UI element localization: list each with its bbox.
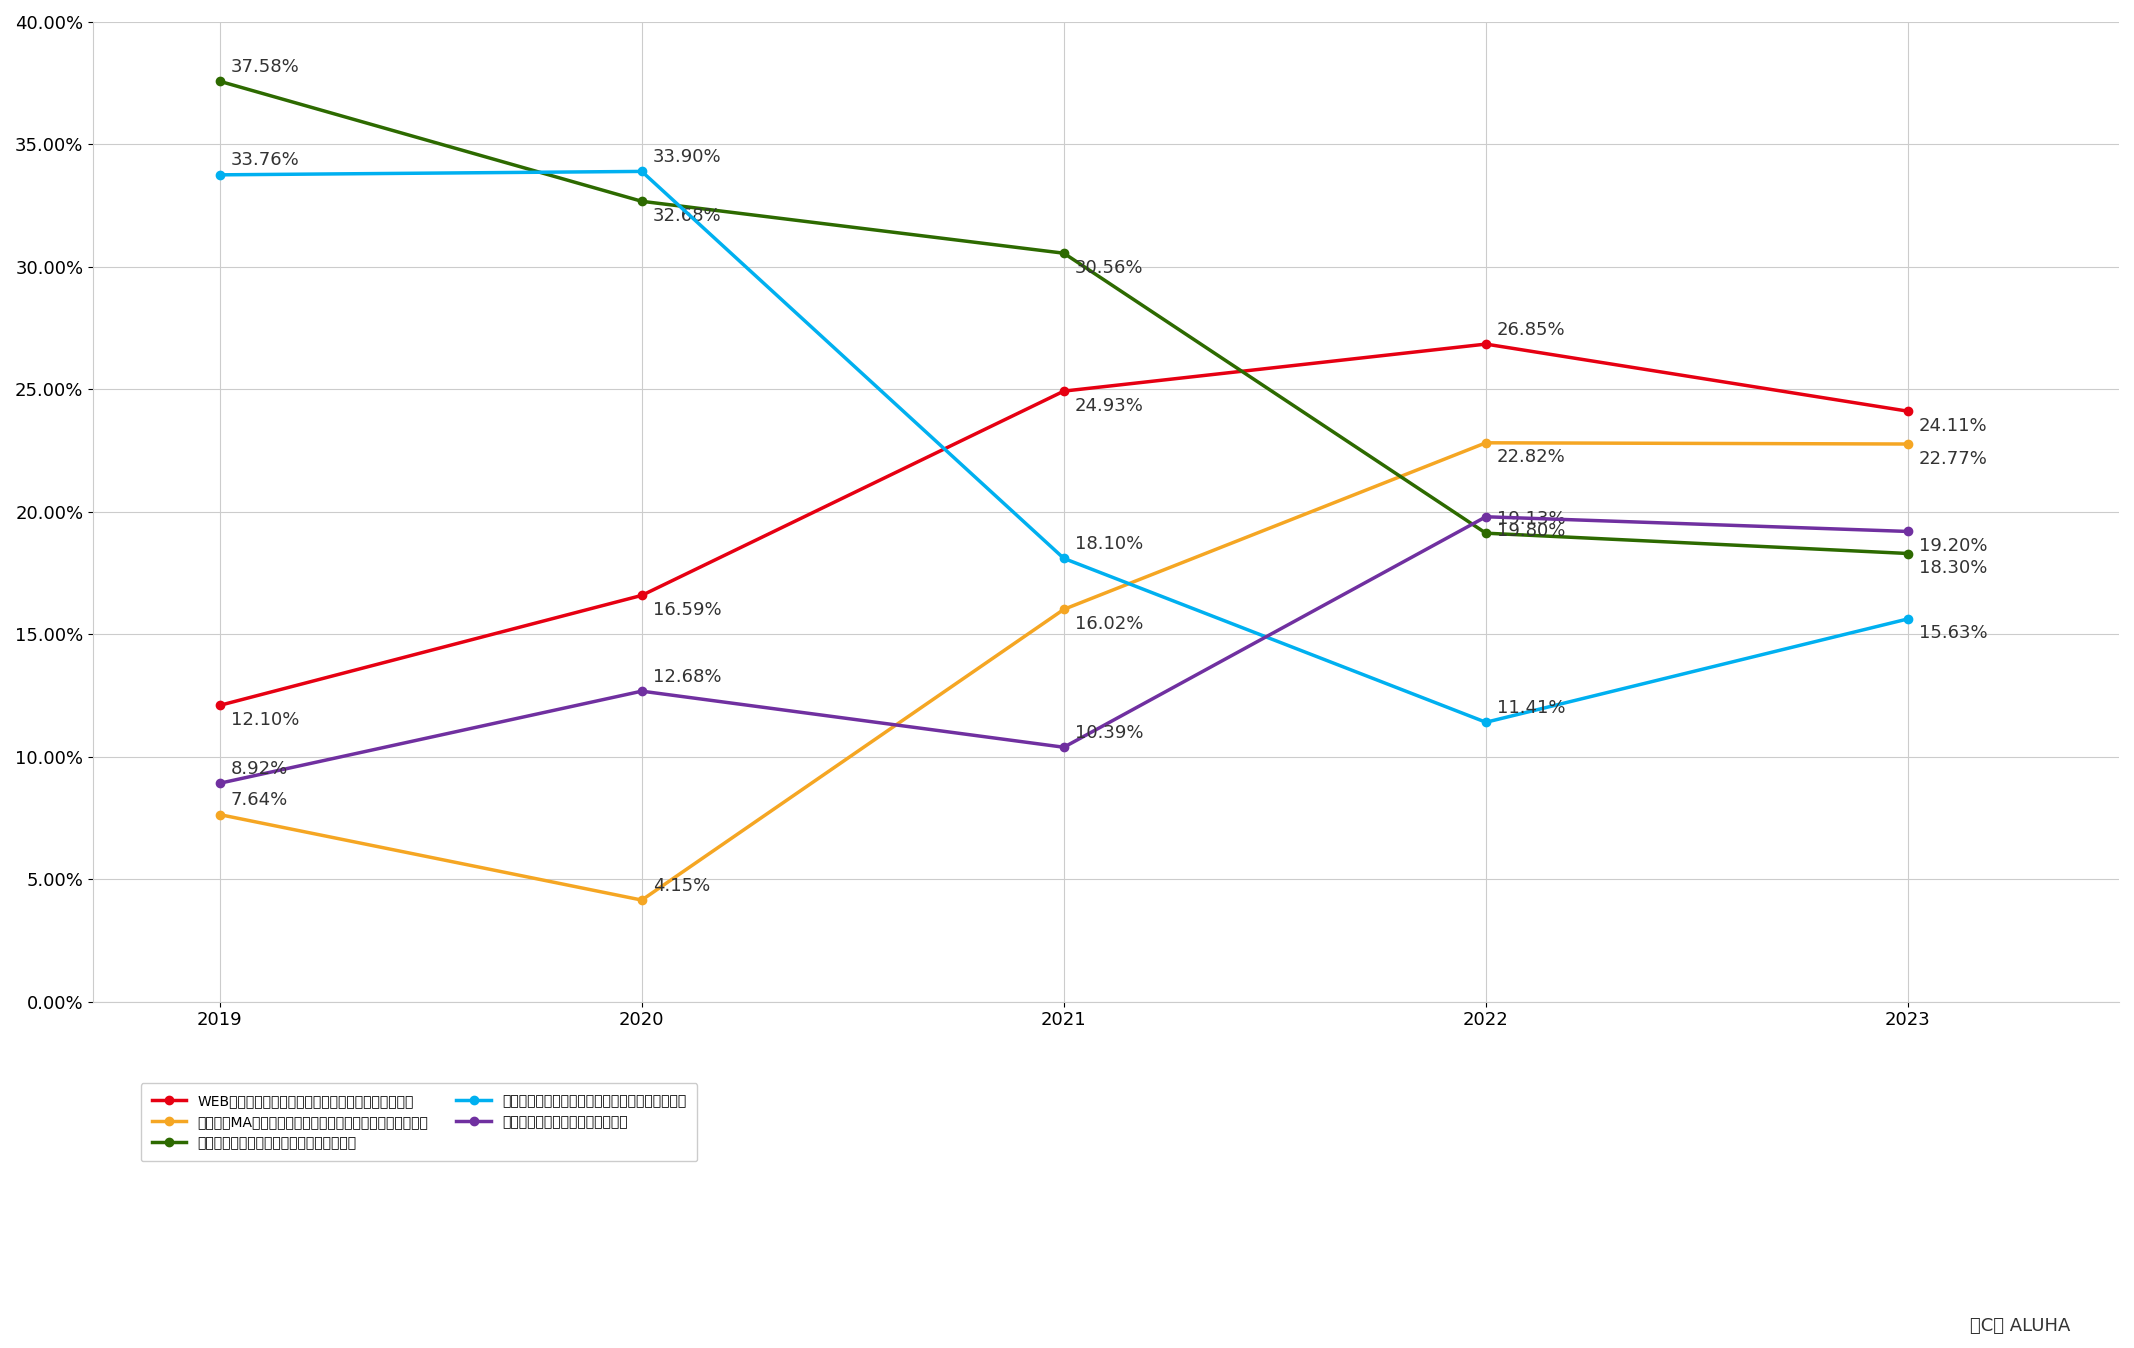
Text: 16.59%: 16.59% xyxy=(653,601,721,619)
Text: 18.30%: 18.30% xyxy=(1918,559,1987,577)
デジタル活用の有効性を調査・検討したい xyxy=(630,193,655,209)
Text: 22.82%: 22.82% xyxy=(1498,449,1566,466)
デジタル活用の有効性を調査・検討したい xyxy=(207,73,233,89)
Legend: WEBサイトでのリードジェネレーションを強化したい, メール（MAなど）でのリードナーチャリングを強化したい, デジタル活用の有効性を調査・検討したい, デジタ: WEBサイトでのリードジェネレーションを強化したい, メール（MAなど）でのリー… xyxy=(141,1084,698,1162)
WEBサイトでのリードジェネレーションを強化したい xyxy=(1472,336,1498,352)
デジタル活用に興味ある程度で何もきめていない xyxy=(1052,550,1078,566)
メール（MAなど）でのリードナーチャリングを強化したい xyxy=(630,892,655,909)
メール（MAなど）でのリードナーチャリングを強化したい xyxy=(1472,434,1498,450)
Text: 19.20%: 19.20% xyxy=(1918,537,1987,555)
デジタル活用はするつもりはない xyxy=(1895,523,1921,539)
Text: 10.39%: 10.39% xyxy=(1076,724,1144,741)
Line: デジタル活用はするつもりはない: デジタル活用はするつもりはない xyxy=(216,512,1912,787)
Line: WEBサイトでのリードジェネレーションを強化したい: WEBサイトでのリードジェネレーションを強化したい xyxy=(216,340,1912,709)
Text: 24.11%: 24.11% xyxy=(1918,417,1987,435)
Text: 33.76%: 33.76% xyxy=(230,151,299,170)
デジタル活用に興味ある程度で何もきめていない xyxy=(630,163,655,179)
Text: 32.68%: 32.68% xyxy=(653,206,721,225)
Text: 22.77%: 22.77% xyxy=(1918,450,1989,468)
Line: デジタル活用の有効性を調査・検討したい: デジタル活用の有効性を調査・検討したい xyxy=(216,77,1912,558)
Text: 18.10%: 18.10% xyxy=(1076,535,1144,553)
WEBサイトでのリードジェネレーションを強化したい xyxy=(207,697,233,713)
デジタル活用はするつもりはない xyxy=(630,683,655,700)
デジタル活用はするつもりはない xyxy=(207,775,233,791)
Text: 19.80%: 19.80% xyxy=(1498,522,1566,541)
メール（MAなど）でのリードナーチャリングを強化したい xyxy=(207,806,233,822)
Text: 30.56%: 30.56% xyxy=(1076,259,1144,276)
Text: 8.92%: 8.92% xyxy=(230,760,288,778)
Text: 15.63%: 15.63% xyxy=(1918,624,1987,643)
デジタル活用に興味ある程度で何もきめていない xyxy=(1895,611,1921,627)
Text: 7.64%: 7.64% xyxy=(230,791,288,809)
デジタル活用に興味ある程度で何もきめていない xyxy=(207,167,233,183)
デジタル活用の有効性を調査・検討したい xyxy=(1052,245,1078,262)
Text: 11.41%: 11.41% xyxy=(1498,698,1566,717)
Text: 26.85%: 26.85% xyxy=(1498,321,1566,338)
Line: メール（MAなど）でのリードナーチャリングを強化したい: メール（MAなど）でのリードナーチャリングを強化したい xyxy=(216,438,1912,905)
Text: 16.02%: 16.02% xyxy=(1076,615,1144,634)
デジタル活用はするつもりはない xyxy=(1052,739,1078,755)
Text: 12.10%: 12.10% xyxy=(230,710,299,729)
Text: 19.13%: 19.13% xyxy=(1498,510,1566,527)
デジタル活用はするつもりはない xyxy=(1472,508,1498,524)
Text: 24.93%: 24.93% xyxy=(1076,396,1144,415)
デジタル活用の有効性を調査・検討したい xyxy=(1895,546,1921,562)
デジタル活用の有効性を調査・検討したい xyxy=(1472,526,1498,542)
メール（MAなど）でのリードナーチャリングを強化したい xyxy=(1052,601,1078,617)
WEBサイトでのリードジェネレーションを強化したい xyxy=(1895,403,1921,419)
Text: （C） ALUHA: （C） ALUHA xyxy=(1970,1317,2070,1335)
Text: 37.58%: 37.58% xyxy=(230,58,299,75)
メール（MAなど）でのリードナーチャリングを強化したい xyxy=(1895,435,1921,452)
デジタル活用に興味ある程度で何もきめていない xyxy=(1472,714,1498,731)
Line: デジタル活用に興味ある程度で何もきめていない: デジタル活用に興味ある程度で何もきめていない xyxy=(216,167,1912,727)
WEBサイトでのリードジェネレーションを強化したい xyxy=(1052,383,1078,399)
Text: 12.68%: 12.68% xyxy=(653,667,721,686)
Text: 4.15%: 4.15% xyxy=(653,876,711,895)
Text: 33.90%: 33.90% xyxy=(653,148,721,166)
WEBサイトでのリードジェネレーションを強化したい xyxy=(630,588,655,604)
